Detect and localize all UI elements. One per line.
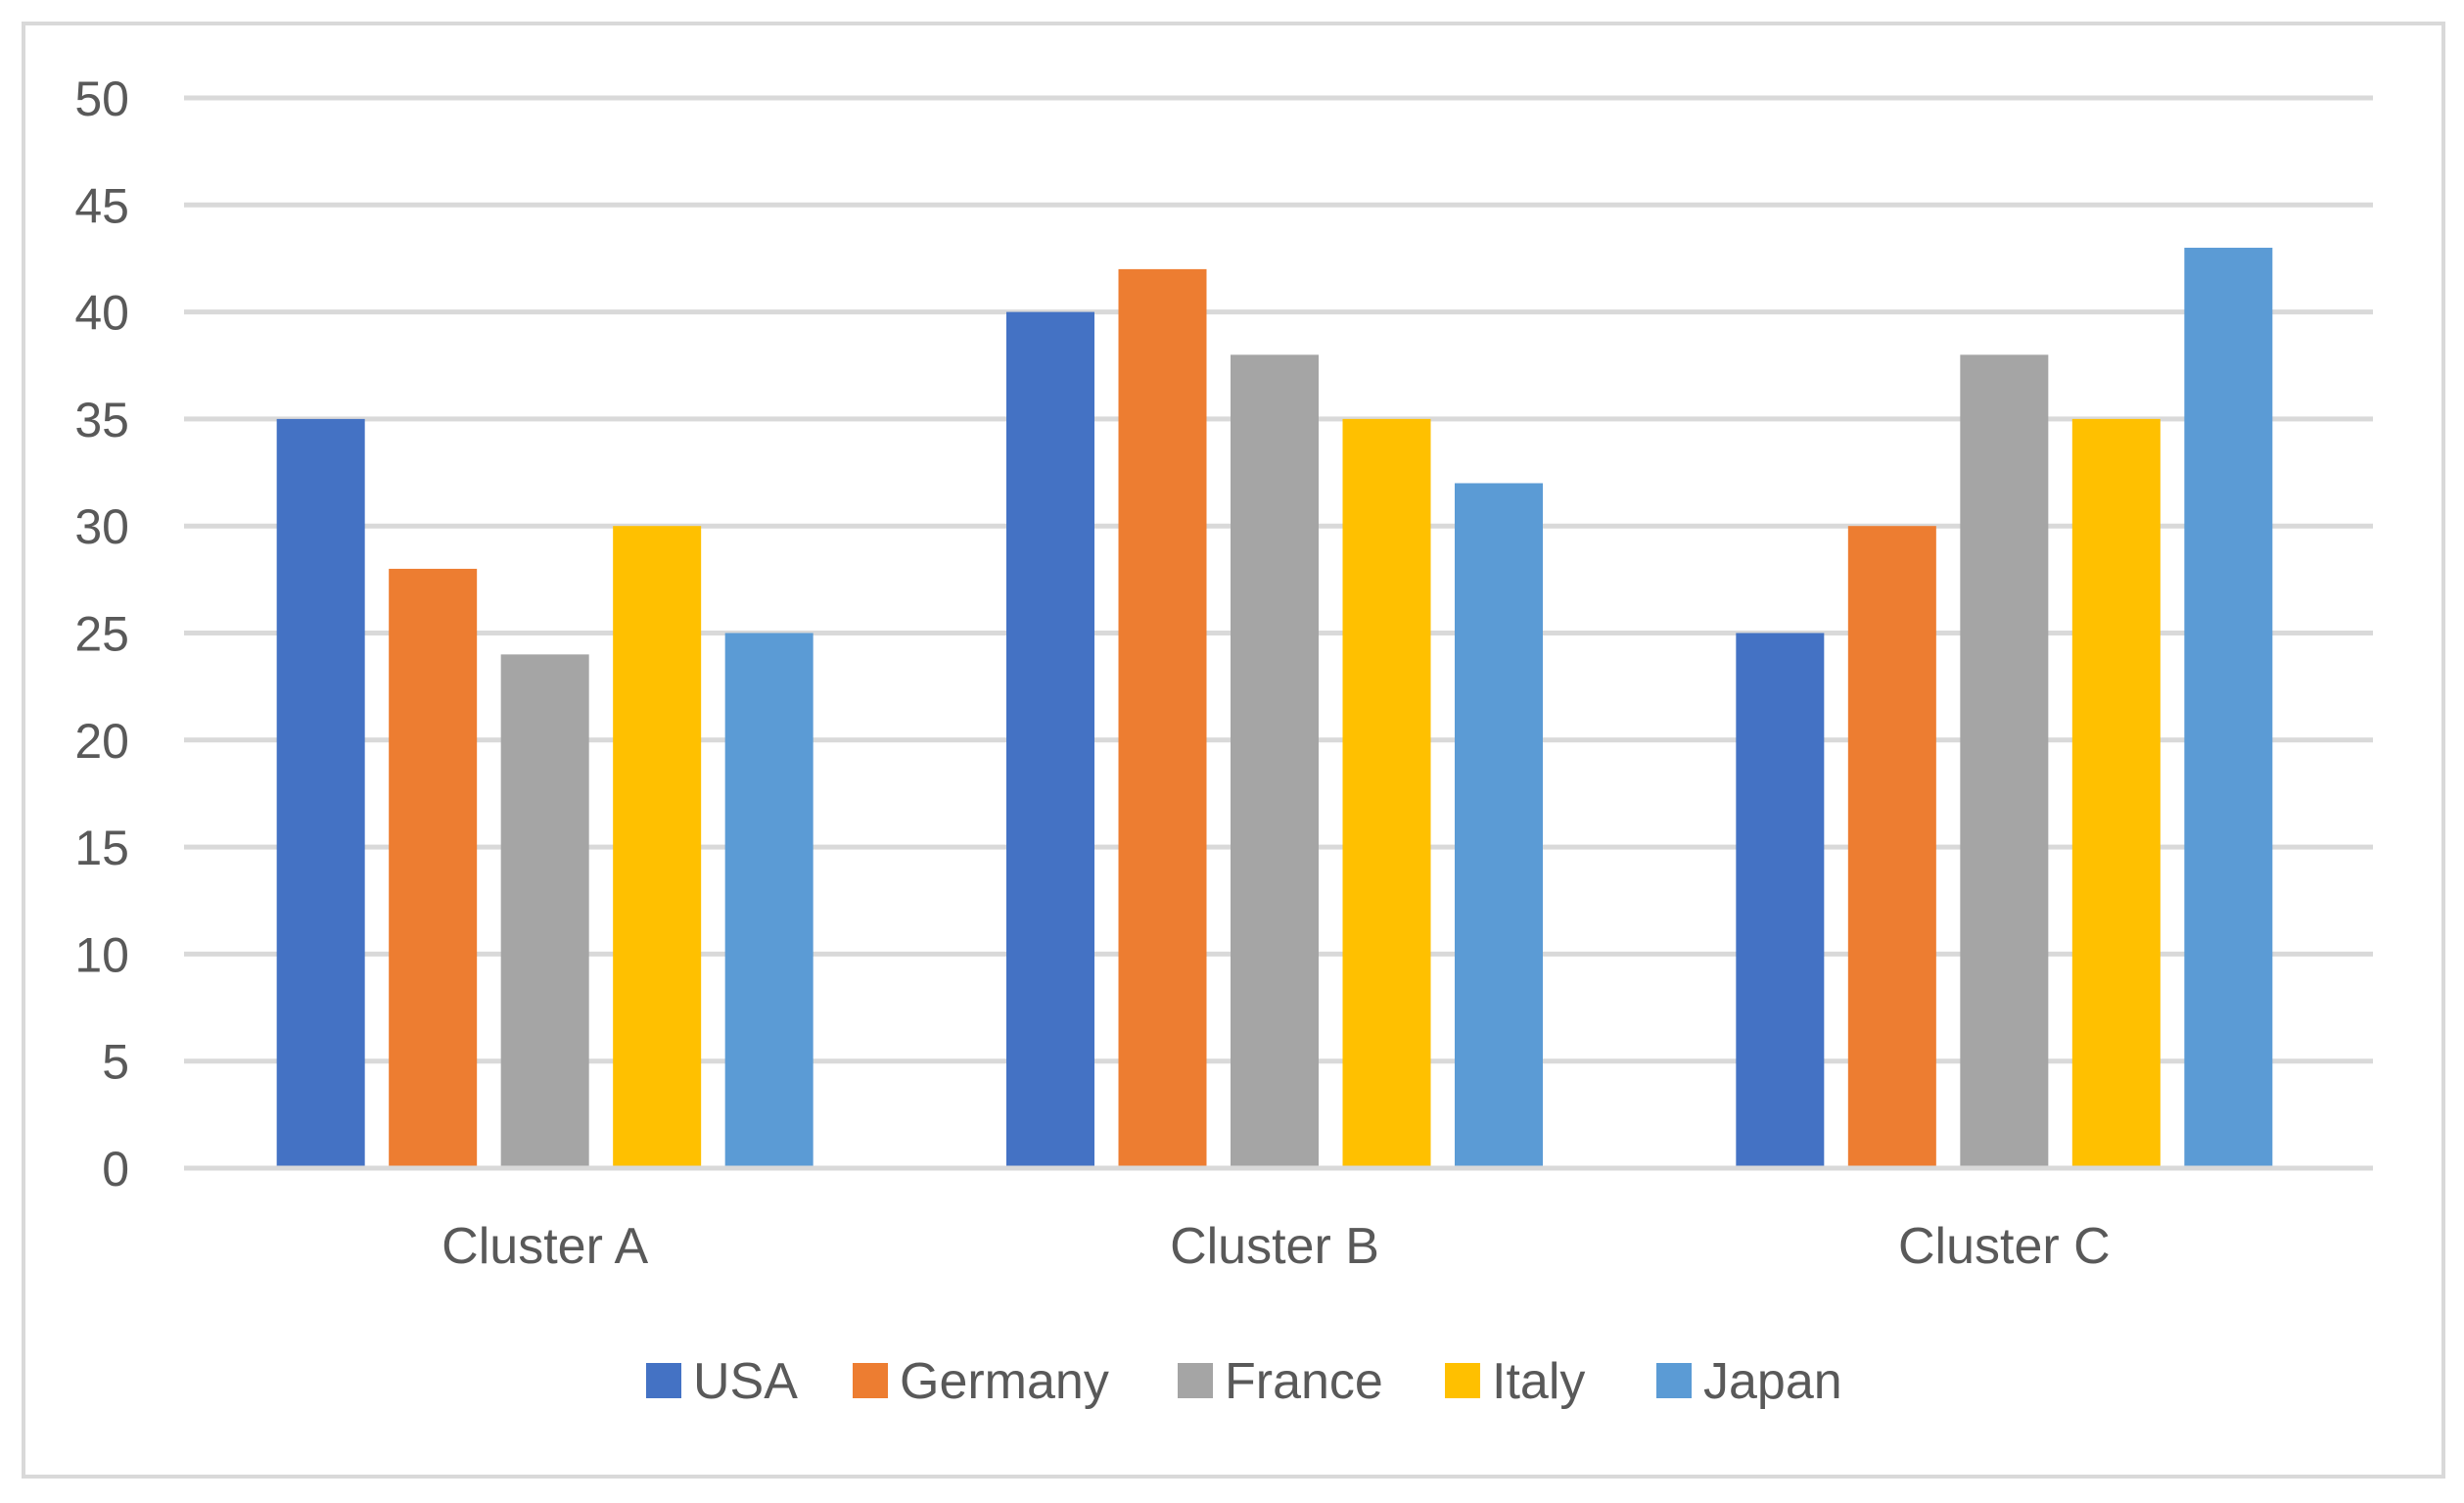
y-tick-label: 5 [102, 1035, 129, 1090]
legend-label: Germany [900, 1353, 1109, 1410]
legend-item-japan: Japan [1656, 1353, 1842, 1410]
y-tick-label: 30 [74, 499, 129, 554]
legend-label: Japan [1703, 1353, 1842, 1410]
y-tick-label: 35 [74, 393, 129, 447]
bar-germany-cluster-b [1118, 268, 1207, 1168]
bar-japan-cluster-b [1455, 483, 1543, 1169]
bar-japan-cluster-a [724, 633, 814, 1168]
y-tick-label: 20 [74, 714, 129, 769]
bar-italy-cluster-c [2071, 418, 2161, 1168]
legend-swatch [1445, 1363, 1480, 1398]
bar-france-cluster-a [500, 654, 589, 1168]
bar-italy-cluster-a [613, 526, 702, 1168]
y-tick-label: 25 [74, 607, 129, 662]
legend-label: France [1225, 1353, 1383, 1410]
bar-usa-cluster-b [1006, 311, 1094, 1169]
legend: USA Germany France Italy Japan [646, 1353, 1842, 1410]
y-tick-label: 15 [74, 821, 129, 875]
legend-item-usa: USA [646, 1353, 798, 1410]
y-tick-label: 40 [74, 286, 129, 341]
legend-swatch [1178, 1363, 1213, 1398]
bar-france-cluster-c [1960, 354, 2049, 1168]
category-label: Cluster C [1898, 1218, 2111, 1275]
legend-label: Italy [1492, 1353, 1585, 1410]
y-tick-label: 45 [74, 178, 129, 233]
bar-usa-cluster-a [276, 418, 365, 1168]
category-label: Cluster A [442, 1218, 648, 1275]
bar-italy-cluster-b [1342, 418, 1431, 1168]
bar-japan-cluster-c [2184, 248, 2273, 1168]
category-label: Cluster B [1170, 1218, 1379, 1275]
legend-swatch [853, 1363, 888, 1398]
y-tick-label: 10 [74, 927, 129, 982]
y-tick-label: 50 [74, 71, 129, 126]
bars [184, 248, 2373, 1171]
y-axis-ticks: 0 5 10 15 20 25 30 35 40 45 50 [74, 71, 129, 1197]
bar-germany-cluster-a [389, 568, 478, 1168]
legend-item-france: France [1178, 1353, 1383, 1410]
x-axis-categories: Cluster A Cluster B Cluster C [442, 1218, 2111, 1275]
legend-item-italy: Italy [1445, 1353, 1585, 1410]
bar-germany-cluster-c [1847, 526, 1936, 1168]
legend-swatch [646, 1363, 681, 1398]
y-tick-label: 0 [102, 1142, 129, 1197]
bar-france-cluster-b [1231, 354, 1319, 1168]
legend-swatch [1656, 1363, 1692, 1398]
legend-item-germany: Germany [853, 1353, 1109, 1410]
bar-usa-cluster-c [1736, 633, 1825, 1168]
legend-label: USA [693, 1353, 798, 1410]
